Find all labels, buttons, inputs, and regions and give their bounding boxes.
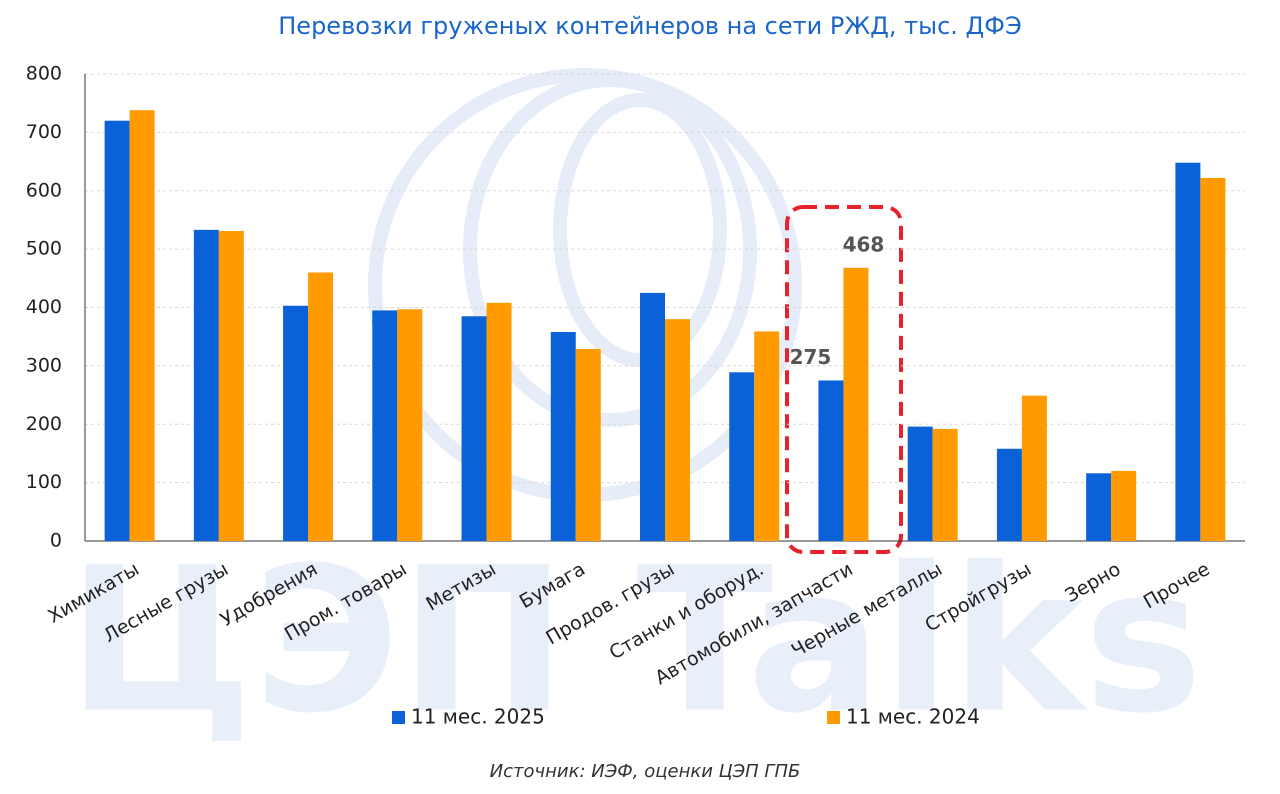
bar <box>1175 162 1201 542</box>
bar <box>818 380 844 541</box>
bar <box>1021 395 1047 541</box>
bar <box>104 120 130 541</box>
watermark: ЦЭП Talks <box>67 525 1203 758</box>
bar <box>575 348 601 541</box>
value-label: 468 <box>843 232 885 256</box>
legend-label: 11 мес. 2024 <box>846 705 980 729</box>
bar <box>907 426 933 541</box>
y-tick-label: 500 <box>26 238 62 260</box>
bar <box>550 332 576 541</box>
source-note: Источник: ИЭФ, оценки ЦЭП ГПБ <box>490 761 801 782</box>
y-tick-label: 0 <box>50 530 62 552</box>
bar <box>754 331 780 541</box>
bar <box>1086 473 1112 541</box>
legend-label: 11 мес. 2025 <box>411 705 545 729</box>
bar <box>640 292 665 541</box>
y-tick-label: 200 <box>26 413 62 435</box>
bar <box>461 316 487 541</box>
highlight-box <box>785 205 903 554</box>
bar <box>372 310 398 541</box>
bar <box>397 309 423 541</box>
y-tick-label: 800 <box>26 63 62 85</box>
bar <box>729 372 755 541</box>
y-tick-label: 700 <box>26 121 62 143</box>
bar <box>843 267 869 541</box>
bar <box>665 319 690 541</box>
chart-title: Перевозки груженых контейнеров на сети Р… <box>278 12 1021 40</box>
legend-swatch <box>827 711 840 724</box>
bar <box>218 231 244 541</box>
bar <box>486 302 512 541</box>
y-tick-label: 600 <box>26 179 62 201</box>
bar <box>932 428 958 541</box>
y-tick-label: 300 <box>26 354 62 376</box>
legend-swatch <box>392 711 405 724</box>
bar <box>308 272 334 541</box>
y-tick-label: 400 <box>26 296 62 318</box>
bar <box>1200 177 1226 541</box>
bar <box>193 229 219 541</box>
bar <box>1111 470 1137 541</box>
bar <box>283 305 309 541</box>
bar <box>129 110 155 541</box>
y-tick-label: 100 <box>26 471 62 493</box>
bar <box>996 448 1022 541</box>
value-label: 275 <box>790 345 832 369</box>
